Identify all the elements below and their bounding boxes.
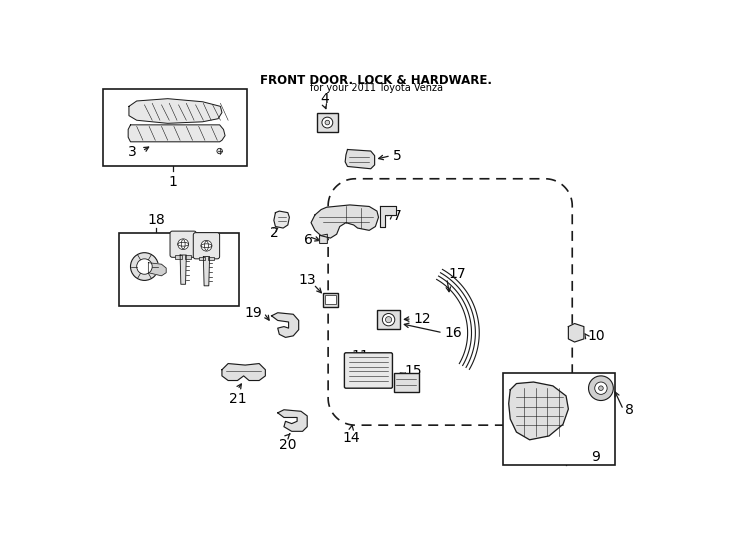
- Text: 19: 19: [244, 306, 262, 320]
- Polygon shape: [180, 255, 186, 284]
- Text: 1: 1: [169, 175, 178, 189]
- Bar: [394, 373, 419, 392]
- Text: 4: 4: [320, 92, 329, 106]
- Polygon shape: [128, 125, 225, 142]
- Circle shape: [599, 386, 603, 390]
- Circle shape: [131, 253, 159, 280]
- Text: 14: 14: [343, 431, 360, 446]
- Text: 13: 13: [299, 273, 316, 287]
- Bar: [377, 309, 400, 329]
- FancyBboxPatch shape: [170, 231, 197, 257]
- Circle shape: [201, 240, 212, 251]
- Text: 7: 7: [393, 209, 401, 222]
- Polygon shape: [129, 99, 222, 123]
- Bar: [103, 90, 247, 166]
- Polygon shape: [345, 150, 374, 168]
- Circle shape: [382, 314, 395, 326]
- Polygon shape: [222, 363, 266, 381]
- Polygon shape: [272, 313, 299, 338]
- Text: 21: 21: [228, 392, 247, 406]
- Polygon shape: [568, 323, 584, 342]
- Bar: [316, 112, 338, 132]
- Text: 16: 16: [444, 326, 462, 340]
- Text: 9: 9: [591, 450, 600, 464]
- Circle shape: [595, 382, 607, 394]
- Bar: [325, 295, 336, 304]
- Bar: [119, 233, 239, 306]
- Text: 20: 20: [279, 438, 297, 453]
- Circle shape: [385, 316, 392, 323]
- Circle shape: [137, 259, 152, 274]
- Polygon shape: [380, 206, 396, 227]
- Bar: [208, 256, 214, 260]
- FancyBboxPatch shape: [193, 233, 219, 259]
- Text: 12: 12: [413, 312, 431, 326]
- Text: 3: 3: [128, 145, 137, 159]
- Bar: [199, 256, 205, 260]
- Text: 5: 5: [393, 148, 401, 163]
- Circle shape: [589, 376, 614, 401]
- Text: 17: 17: [448, 267, 466, 281]
- FancyBboxPatch shape: [344, 353, 393, 388]
- Text: FRONT DOOR. LOCK & HARDWARE.: FRONT DOOR. LOCK & HARDWARE.: [260, 74, 493, 87]
- Circle shape: [322, 117, 333, 128]
- Text: 6: 6: [305, 233, 313, 247]
- Circle shape: [217, 148, 222, 154]
- Bar: [175, 255, 181, 259]
- Text: 18: 18: [148, 213, 165, 226]
- Text: 15: 15: [404, 364, 422, 378]
- Circle shape: [325, 120, 330, 125]
- Polygon shape: [277, 410, 308, 431]
- Text: for your 2011 Toyota Venza: for your 2011 Toyota Venza: [310, 83, 443, 92]
- Polygon shape: [509, 382, 568, 440]
- Circle shape: [178, 239, 189, 249]
- Polygon shape: [319, 234, 327, 244]
- Text: 11: 11: [351, 349, 368, 363]
- Polygon shape: [203, 256, 209, 286]
- Bar: [503, 373, 615, 465]
- Polygon shape: [274, 211, 289, 228]
- Polygon shape: [311, 205, 379, 238]
- Bar: [323, 293, 338, 307]
- Text: 8: 8: [625, 403, 634, 417]
- Polygon shape: [148, 262, 166, 276]
- Text: 10: 10: [588, 329, 606, 343]
- Bar: [185, 255, 191, 259]
- Text: 2: 2: [270, 226, 279, 240]
